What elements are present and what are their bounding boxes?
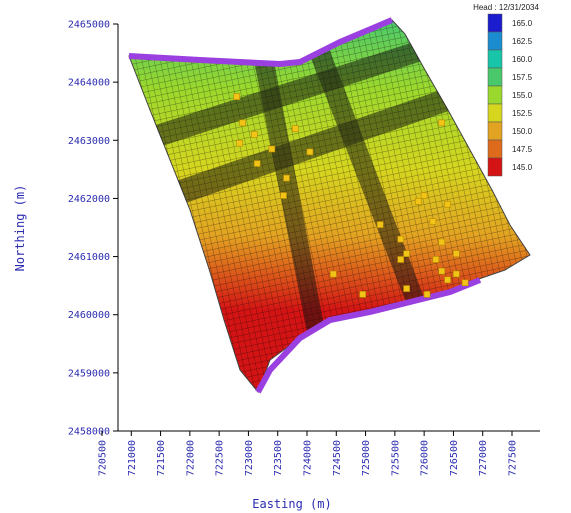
well-marker xyxy=(438,238,446,246)
well-marker xyxy=(429,218,437,225)
legend-title: Head : 12/31/2034 xyxy=(473,3,539,12)
legend-swatch xyxy=(487,31,503,51)
well-marker xyxy=(461,279,469,287)
legend-swatch xyxy=(487,49,503,69)
y-tick-label: 2459000 xyxy=(68,368,110,379)
x-tick-label: 722500 xyxy=(215,440,226,476)
well-marker xyxy=(291,125,299,132)
x-tick-label: 721000 xyxy=(127,440,138,476)
x-tick-label: 727500 xyxy=(508,440,519,476)
south-boundary xyxy=(255,277,482,394)
x-tick-label: 725500 xyxy=(390,440,401,476)
legend-swatch xyxy=(487,67,503,87)
well-marker xyxy=(423,291,431,298)
y-tick-label: 2465000 xyxy=(68,20,110,31)
legend-label: 152.5 xyxy=(512,109,533,118)
legend-label: 150.0 xyxy=(512,127,533,136)
well-marker xyxy=(453,250,460,257)
legend-label: 165.0 xyxy=(512,19,533,28)
x-tick-label: 727000 xyxy=(478,440,489,476)
y-tick-label: 2462000 xyxy=(68,194,110,205)
legend-label: 147.5 xyxy=(512,145,533,154)
x-tick-label: 720500 xyxy=(98,440,109,476)
x-tick-label: 726000 xyxy=(420,440,431,476)
y-axis-ticks: 2465000 2464000 2463000 2462000 2461000 24600… xyxy=(68,20,118,438)
well-marker xyxy=(438,267,446,275)
legend-swatch xyxy=(487,139,503,159)
y-tick-label: 2458000 xyxy=(68,427,110,438)
well-marker xyxy=(330,270,337,278)
x-tick-label: 723500 xyxy=(273,440,284,476)
well-marker xyxy=(438,119,446,127)
well-marker xyxy=(376,221,384,228)
legend-swatch xyxy=(487,121,503,141)
x-tick-label: 721500 xyxy=(156,440,167,476)
legend-swatch xyxy=(487,103,503,123)
well-marker xyxy=(236,139,243,147)
y-tick-label: 2464000 xyxy=(68,78,110,89)
y-tick-label: 2461000 xyxy=(68,252,110,263)
well-marker xyxy=(253,160,261,167)
well-marker xyxy=(397,235,405,243)
y-tick-label: 2463000 xyxy=(68,136,110,147)
well-marker xyxy=(280,192,287,199)
well-marker xyxy=(444,200,451,208)
well-marker xyxy=(359,291,366,298)
x-tick-label: 722000 xyxy=(185,440,196,476)
legend-label: 157.5 xyxy=(512,73,533,82)
x-tick-label: 724000 xyxy=(303,440,314,476)
legend-swatch xyxy=(487,13,503,33)
well-marker xyxy=(414,198,422,205)
legend-label: 145.0 xyxy=(512,163,533,172)
well-marker xyxy=(453,270,460,278)
wells-layer xyxy=(233,93,469,298)
well-marker xyxy=(250,131,258,138)
well-marker xyxy=(239,119,246,127)
well-marker xyxy=(283,174,290,182)
well-marker xyxy=(306,148,314,156)
north-boundary xyxy=(128,17,394,68)
legend-label: 162.5 xyxy=(512,37,533,46)
x-axis-ticks: 720500 721000 721500 722000 722500 723000 7235… xyxy=(98,431,519,476)
legend: Head : 12/31/2034 165.0 162.5 160.0 157.5 15… xyxy=(473,3,539,177)
well-marker xyxy=(403,250,410,257)
y-tick-label: 2460000 xyxy=(68,310,110,321)
well-marker xyxy=(444,276,451,284)
x-axis-title: Easting (m) xyxy=(252,497,331,511)
y-axis-title: Northing (m) xyxy=(13,185,27,272)
well-marker xyxy=(268,145,276,153)
x-tick-label: 726500 xyxy=(449,440,460,476)
legend-label: 155.0 xyxy=(512,91,533,100)
legend-swatch xyxy=(487,85,503,105)
well-marker xyxy=(233,93,241,100)
well-marker xyxy=(432,256,440,263)
well-marker xyxy=(397,256,405,263)
x-tick-label: 725000 xyxy=(361,440,372,476)
x-tick-label: 724500 xyxy=(332,440,343,476)
well-marker xyxy=(403,285,410,292)
legend-swatch xyxy=(487,157,503,177)
legend-label: 160.0 xyxy=(512,55,533,64)
x-tick-label: 723000 xyxy=(244,440,255,476)
well-marker xyxy=(420,192,428,199)
